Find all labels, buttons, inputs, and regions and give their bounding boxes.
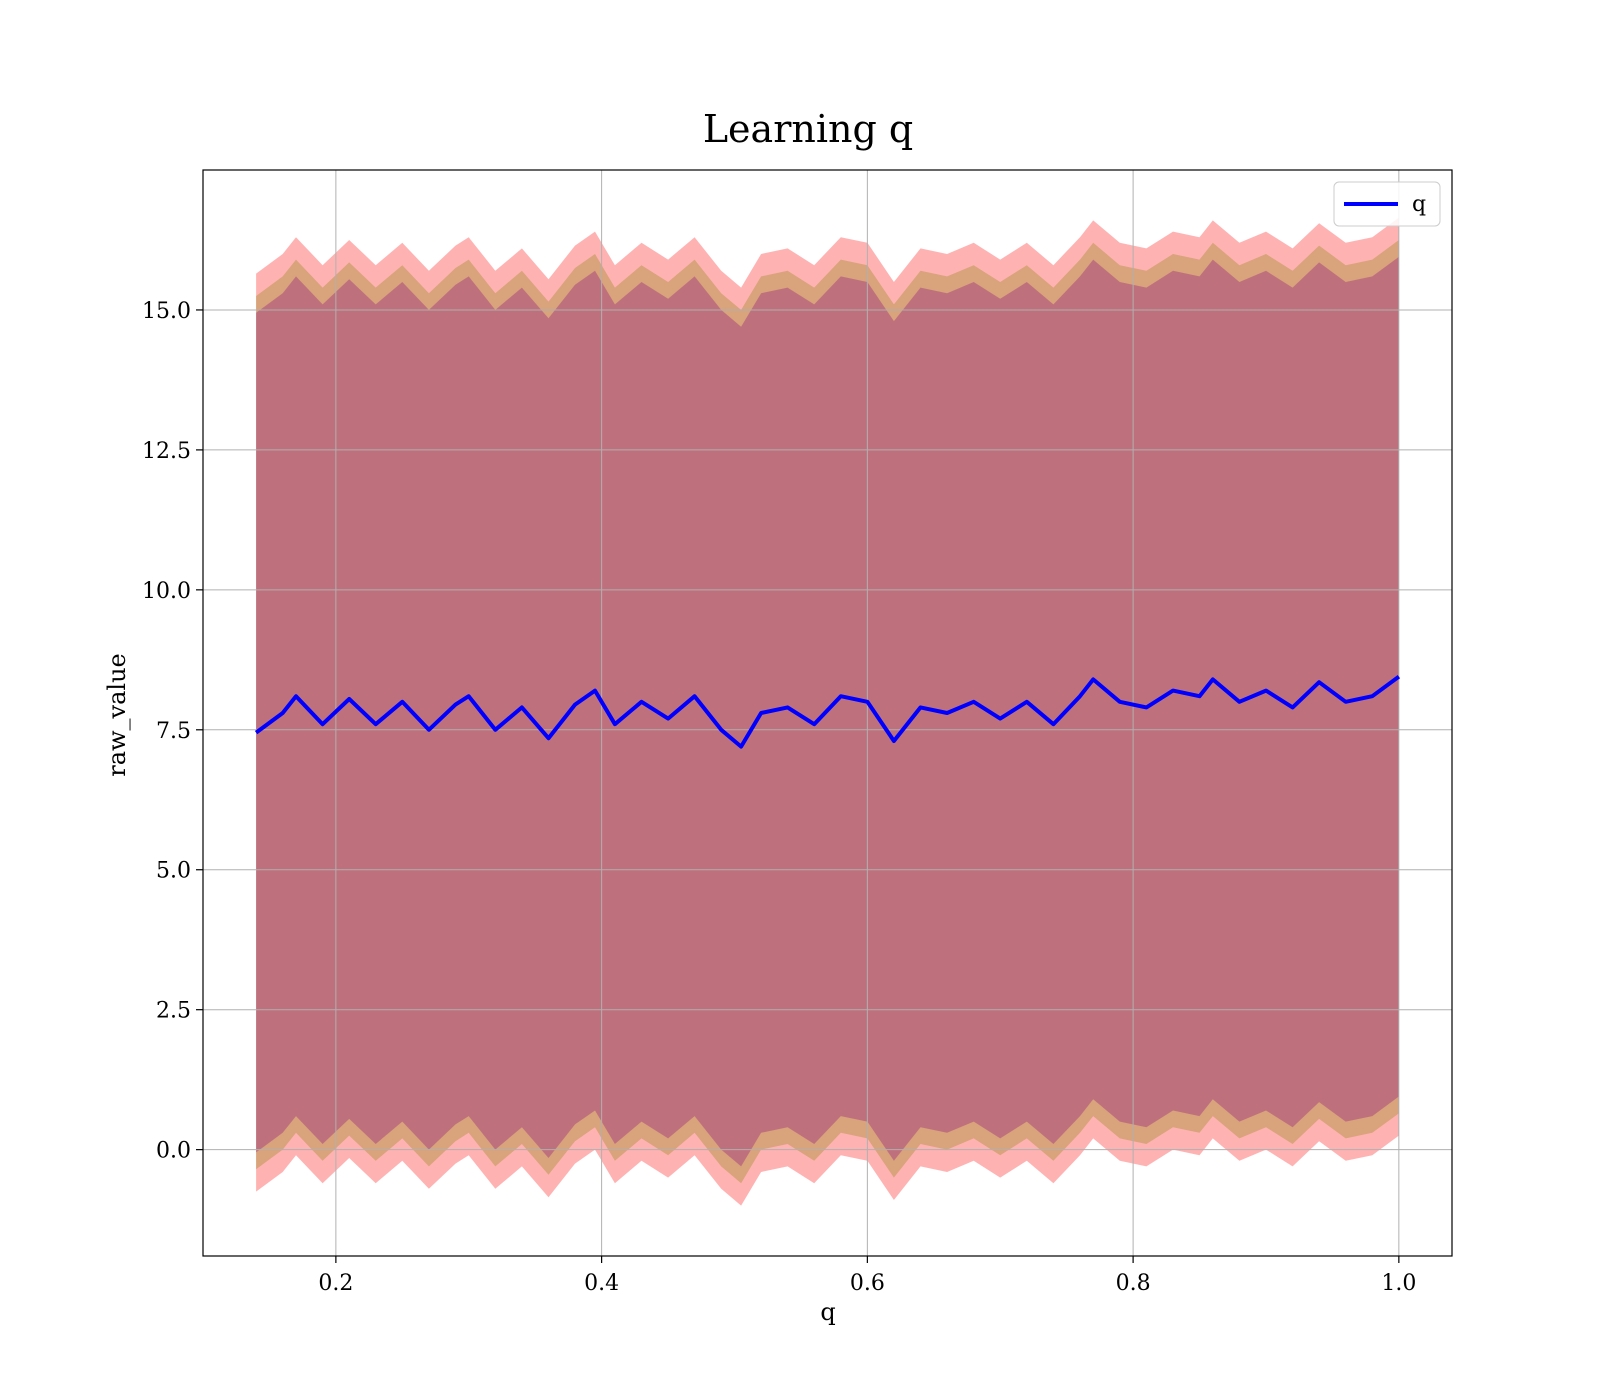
legend-label-q: q: [1412, 192, 1426, 217]
x-tick-label: 0.2: [318, 1271, 353, 1296]
y-tick-label: 0.0: [156, 1139, 191, 1164]
y-tick-label: 5.0: [156, 859, 191, 884]
x-tick-label: 1.0: [1381, 1271, 1416, 1296]
y-tick-label: 10.0: [142, 579, 191, 604]
x-axis-ticks: 0.2 0.4 0.6 0.8 1.0: [318, 1256, 1416, 1296]
y-tick-label: 12.5: [142, 439, 191, 464]
y-tick-label: 2.5: [156, 999, 191, 1024]
chart-title: Learning q: [703, 107, 913, 151]
x-tick-label: 0.4: [584, 1271, 619, 1296]
lines-group: [254, 674, 1401, 749]
y-axis-ticks: 0.0 2.5 5.0 7.5 10.0 12.5 15.0: [142, 299, 203, 1164]
series-line-q: [254, 674, 1401, 749]
x-axis-label: q: [820, 1298, 835, 1326]
axes-frame: [202, 169, 1453, 1257]
grid-group: [203, 170, 1452, 1256]
legend: q: [1333, 181, 1441, 227]
y-tick-label: 15.0: [142, 299, 191, 324]
x-tick-label: 0.6: [850, 1271, 885, 1296]
plot-area: [202, 169, 1453, 1257]
y-tick-label: 7.5: [156, 719, 191, 744]
x-tick-label: 0.8: [1116, 1271, 1151, 1296]
y-axis-label: raw_value: [103, 653, 131, 777]
